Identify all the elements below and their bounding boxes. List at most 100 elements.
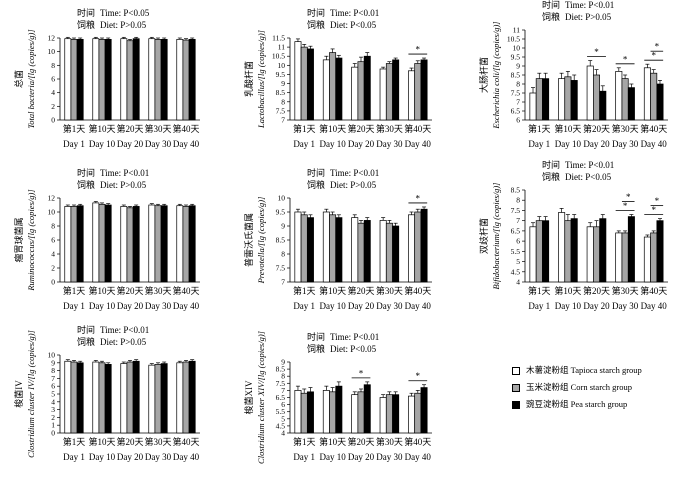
legend-swatch-pea [512, 400, 520, 409]
bar-corn-day-10 [98, 203, 106, 283]
x-tick-label: Day 40 [173, 139, 200, 149]
y-tick-label: 6 [51, 236, 55, 245]
bar-tapioca-day-20 [351, 217, 359, 283]
x-tick-label-zh: 第10天 [319, 436, 346, 447]
x-tick-label-zh: 第10天 [319, 285, 346, 296]
y-axis-label-zh: 乳酸杆菌 [243, 61, 254, 97]
x-tick-label-zh: 第20天 [583, 123, 610, 134]
bar-pea-day-20 [363, 55, 371, 121]
bar-corn-day-20 [126, 207, 134, 283]
bar-corn-day-10 [564, 76, 572, 121]
bar-pea-day-1 [542, 220, 550, 283]
bar-tapioca-day-40 [408, 70, 416, 121]
bar-tapioca-day-1 [529, 92, 537, 121]
x-tick-label-zh: 第30天 [144, 123, 171, 134]
stats-text: Diet: P<0.05 [330, 344, 377, 354]
x-tick-label: Day 10 [89, 301, 116, 311]
bar-tapioca-day-30 [615, 71, 623, 121]
x-tick-label: Day 30 [376, 452, 403, 462]
stats-text: Diet: P>0.05 [565, 12, 612, 22]
bar-pea-day-30 [627, 87, 635, 121]
bar-corn-day-20 [357, 222, 365, 283]
stats-text: Diet: P>0.05 [100, 337, 147, 347]
x-tick-label: Day 20 [348, 139, 375, 149]
significance-star: * [359, 368, 364, 378]
y-tick-label: 10 [48, 47, 56, 56]
bar-pea-day-20 [132, 206, 140, 283]
y-tick-label: 12 [48, 194, 56, 203]
x-tick-label: Day 1 [293, 139, 315, 149]
y-tick-label: 12 [48, 34, 56, 43]
x-tick-label-zh: 第10天 [554, 285, 581, 296]
bar-tapioca-day-40 [643, 236, 651, 283]
x-tick-label: Day 10 [89, 452, 116, 462]
x-tick-label: Day 10 [555, 301, 582, 311]
bar-tapioca-day-40 [176, 362, 184, 434]
x-tick-label-zh: 第1天 [63, 285, 86, 296]
bar-tapioca-day-10 [558, 212, 566, 283]
bar-pea-day-1 [76, 362, 84, 434]
stats-text: Diet: P<0.05 [330, 20, 377, 30]
y-tick-label: 5 [516, 257, 520, 266]
stats-text: Time: P<0.01 [100, 168, 149, 178]
y-axis-label-en: Prevotella/[lg (copies/g)] [256, 197, 266, 285]
legend-swatch-corn [512, 383, 520, 392]
x-tick-label: Day 10 [89, 139, 116, 149]
significance-star: * [651, 205, 656, 215]
bar-pea-day-20 [599, 218, 607, 283]
bar-tapioca-day-10 [322, 211, 330, 283]
bar-pea-day-1 [306, 48, 314, 121]
bar-pea-day-40 [188, 205, 196, 283]
y-tick-label: 3 [51, 405, 55, 414]
y-axis-label-zh: 双歧杆菌 [478, 218, 489, 254]
y-tick-label: 6 [51, 75, 55, 84]
bar-pea-day-10 [335, 385, 343, 434]
y-tick-label: 10 [48, 208, 56, 217]
y-tick-label: 11 [278, 43, 285, 52]
y-axis-label: 大肠杆菌 Escherichia coli/[lg (copies/g)] [478, 21, 501, 129]
significance-star: * [623, 201, 628, 211]
y-axis-label: 梭菌IV Clostridium cluster IV/[lg (copies/g… [13, 330, 36, 458]
bar-pea-day-10 [104, 39, 112, 121]
bar-tapioca-day-10 [92, 361, 100, 434]
x-tick-label: Day 1 [63, 139, 85, 149]
significance-star: * [623, 54, 628, 64]
y-axis-label-en: Escherichia coli/[lg (copies/g)] [491, 21, 501, 129]
y-axis-label-en: Clostridium cluster XIV/[lg (copies/g)] [256, 331, 266, 464]
y-tick-label: 10 [278, 61, 286, 70]
y-tick-label: 7.5 [276, 379, 286, 388]
y-tick-label: 4 [51, 88, 55, 97]
bar-corn-day-20 [126, 40, 134, 121]
x-tick-label-zh: 第20天 [347, 285, 374, 296]
x-tick-label-zh: 第40天 [172, 436, 199, 447]
bar-tapioca-day-20 [586, 226, 594, 283]
bar-pea-day-20 [599, 90, 607, 121]
bar-tapioca-day-30 [379, 397, 387, 434]
y-axis-label-zh: 瘤胃球菌属 [13, 217, 24, 262]
bar-tapioca-day-10 [322, 390, 330, 434]
y-axis-label-en: Ruminococcus/[lg (copies/g)] [26, 189, 36, 291]
y-tick-label: 5 [281, 414, 285, 423]
stats-label: 饲粮 [77, 179, 95, 190]
bar-tapioca-day-1 [64, 360, 72, 434]
panel-6: 4 4.555.56 6.577.588.5 第1天 Day 1 第10天 Day 10第2… [478, 159, 668, 311]
bar-tapioca-day-1 [529, 226, 537, 283]
stats-label: 饲粮 [542, 171, 560, 182]
y-axis-label-zh: 大肠杆菌 [478, 57, 489, 93]
x-tick-label-zh: 第20天 [347, 123, 374, 134]
bar-tapioca-day-40 [176, 39, 184, 121]
bar-tapioca-day-10 [92, 202, 100, 283]
stats-label: 饲粮 [307, 343, 325, 354]
bar-corn-day-30 [621, 232, 629, 283]
x-tick-label: Day 30 [145, 301, 172, 311]
legend-item-corn: 玉米淀粉组 Corn starch group [512, 379, 642, 396]
x-tick-label: Day 30 [376, 301, 403, 311]
legend-label-pea: 豌豆淀粉组 Pea starch group [526, 399, 628, 409]
x-tick-label: Day 40 [173, 452, 200, 462]
y-axis-label: 双歧杆菌 Bifidobacterium/[lg (copies/g)] [478, 183, 501, 290]
bar-tapioca-day-30 [379, 220, 387, 283]
x-tick-label: Day 20 [348, 301, 375, 311]
y-tick-label: 0 [51, 278, 55, 287]
y-axis-label-zh: 梭菌XIV [243, 380, 254, 414]
y-axis-label: 总菌 Total bacteria/[lg (copies/g)] [13, 29, 36, 128]
